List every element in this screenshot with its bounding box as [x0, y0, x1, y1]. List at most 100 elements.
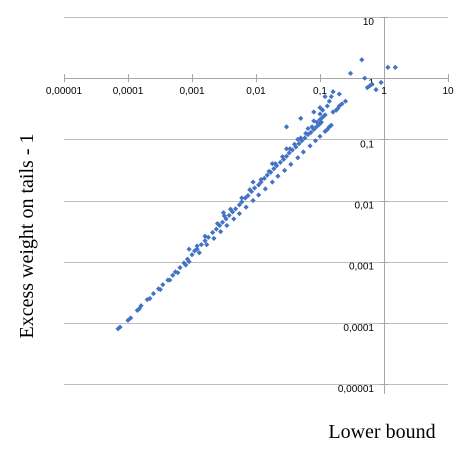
- data-point: [330, 89, 336, 95]
- data-point: [307, 143, 313, 149]
- data-point: [258, 176, 264, 183]
- y-tick-label-2: 0,001: [349, 262, 374, 273]
- y-axis-title: Excess weight on tails - 1: [16, 134, 38, 339]
- data-point: [311, 126, 317, 133]
- data-point: [336, 91, 342, 97]
- data-point: [177, 264, 183, 271]
- data-point: [286, 150, 292, 156]
- data-point: [172, 269, 178, 275]
- data-point: [311, 109, 317, 115]
- data-point: [269, 161, 275, 167]
- data-point: [300, 149, 306, 155]
- data-point: [328, 93, 334, 100]
- data-point: [224, 222, 230, 229]
- data-point: [311, 118, 317, 124]
- data-point: [339, 101, 345, 107]
- data-point: [247, 187, 253, 193]
- data-point: [196, 250, 202, 256]
- data-point: [117, 324, 123, 330]
- data-point: [320, 107, 326, 113]
- y-tick-label-0: 0,00001: [338, 384, 375, 395]
- data-point: [324, 103, 330, 109]
- data-point: [287, 146, 293, 152]
- data-point: [392, 64, 398, 70]
- data-point: [322, 93, 328, 100]
- data-point: [250, 179, 256, 185]
- axes: [64, 17, 448, 394]
- x-tick-label-2: 0,001: [179, 86, 204, 97]
- data-point: [189, 252, 195, 258]
- data-point: [336, 103, 342, 109]
- data-point: [317, 133, 323, 139]
- data-point: [243, 204, 249, 210]
- data-point: [167, 277, 173, 283]
- data-point: [283, 124, 290, 130]
- data-point: [333, 107, 339, 113]
- data-point: [202, 238, 208, 244]
- data-point: [359, 57, 365, 63]
- data-point: [277, 159, 283, 165]
- x-tick-label-5: 1: [381, 86, 387, 97]
- data-point: [296, 141, 302, 147]
- data-point: [303, 130, 309, 137]
- data-point: [279, 154, 286, 160]
- data-point: [330, 109, 336, 115]
- data-point: [298, 115, 304, 121]
- y-tick-label-4: 0,1: [360, 139, 374, 150]
- data-point: [326, 98, 332, 104]
- data-point: [194, 246, 200, 252]
- data-point: [326, 124, 332, 130]
- x-tick-label-0: 0,00001: [46, 86, 83, 97]
- data-point: [367, 83, 373, 89]
- data-point: [271, 166, 277, 172]
- data-point: [347, 70, 354, 76]
- data-point: [262, 186, 268, 192]
- data-point: [136, 306, 142, 312]
- data-point: [266, 168, 272, 174]
- data-point: [317, 105, 323, 111]
- data-point: [198, 242, 204, 248]
- data-point: [373, 87, 379, 93]
- data-point: [320, 114, 326, 120]
- data-point: [312, 138, 319, 144]
- data-point: [274, 163, 280, 169]
- data-point: [186, 259, 192, 265]
- data-point: [128, 315, 134, 321]
- data-point: [239, 199, 245, 205]
- x-tick-label-3: 0,01: [246, 86, 266, 97]
- data-point: [226, 212, 232, 219]
- data-point: [385, 64, 391, 70]
- data-point: [308, 129, 314, 135]
- data-point: [204, 242, 210, 248]
- data-point: [175, 270, 181, 276]
- data-point: [147, 295, 153, 302]
- data-point: [264, 172, 270, 178]
- data-point: [239, 195, 245, 201]
- gridlines: [64, 17, 448, 385]
- data-point: [218, 229, 224, 235]
- data-point: [342, 98, 349, 104]
- data-point: [322, 128, 328, 134]
- data-point: [219, 219, 226, 225]
- data-point: [150, 291, 157, 297]
- x-tick-label-1: 0,0001: [113, 86, 144, 97]
- data-point: [125, 317, 131, 323]
- data-point: [236, 202, 242, 208]
- data-point: [275, 173, 281, 179]
- data-point: [272, 161, 278, 167]
- data-points: [115, 57, 398, 332]
- data-point: [183, 262, 189, 268]
- data-point: [335, 105, 341, 112]
- data-point: [269, 179, 275, 185]
- data-point: [157, 286, 163, 293]
- x-tick-labels: 0,00001 0,0001 0,001 0,01 0,1 1 10: [46, 74, 454, 97]
- y-tick-labels: 0,00001 0,0001 0,001 0,01 0,1 1 10: [338, 17, 388, 395]
- data-point: [250, 197, 256, 204]
- data-point: [317, 111, 323, 117]
- data-point: [202, 233, 208, 239]
- data-point: [328, 122, 334, 128]
- x-axis-title: Lower bound: [328, 421, 435, 443]
- y-tick-label-3: 0,01: [355, 201, 375, 212]
- data-point: [256, 192, 262, 198]
